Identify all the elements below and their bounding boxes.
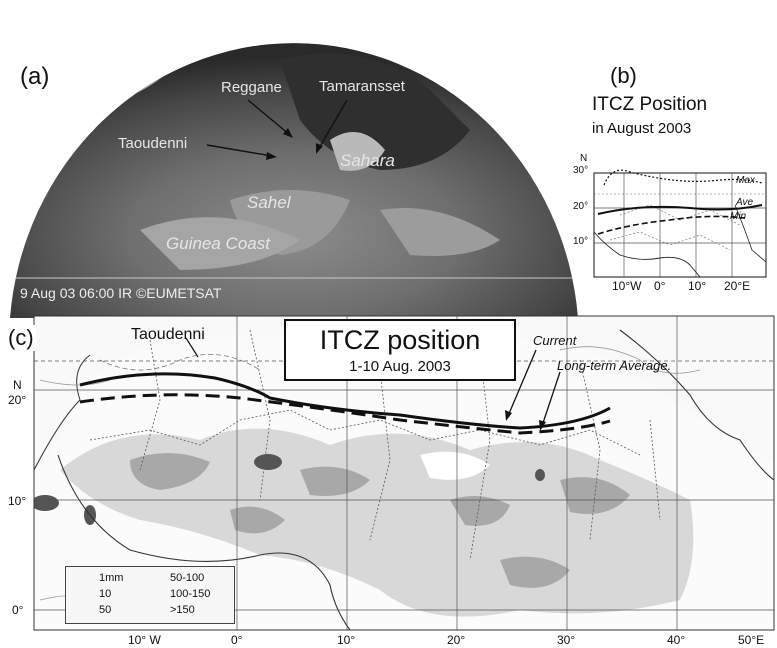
map-lat-10: 10° [8,494,27,508]
average-label: Long-term Average. [557,358,672,373]
inset-lon-20e: 20°E [724,279,751,293]
region-sahel: Sahel [247,193,291,212]
map-lon-0: 0° [231,633,243,647]
inset-lat-30: 30° [573,165,589,176]
inset-map [593,169,767,278]
region-sahara: Sahara [340,151,395,170]
place-tamaransset: Tamaransset [319,78,405,95]
satellite-caption: 9 Aug 03 06:00 IR ©EUMETSAT [20,285,222,301]
panel-b-tag: (b) [610,63,637,88]
map-lon-10w: 10° W [128,633,161,647]
map-lat-20: 20° [8,393,27,407]
map-lon-40: 40° [667,633,686,647]
map-lon-50e: 50°E [738,633,765,647]
legend-10: 10 [99,588,112,600]
panel-a-tag: (a) [20,63,50,90]
map-lon-20: 20° [447,633,466,647]
inset-lon-10w: 10°W [612,279,642,293]
place-taoudenni: Taoudenni [118,135,188,152]
inset-label-min: Min [730,211,747,222]
legend-100-150: 100-150 [170,588,211,600]
map-axis-north: N [13,378,22,392]
inset-lat-10: 10° [573,236,589,247]
legend-50-100: 50-100 [170,572,205,584]
inset-subtitle: in August 2003 [592,120,692,137]
place-reggane: Reggane [221,79,282,96]
map-subtitle: 1-10 Aug. 2003 [349,358,451,375]
map-lon-10: 10° [337,633,356,647]
place-taoudenni-map: Taoudenni [131,326,205,343]
inset-lon-0: 0° [654,279,666,293]
inset-label-ave: Ave [736,197,754,208]
legend-50: 50 [99,604,112,616]
region-guinea-coast: Guinea Coast [166,234,270,253]
inset-lat-20: 20° [573,201,589,212]
panel-c-tag: (c) [6,325,36,351]
map-lon-30: 30° [557,633,576,647]
inset-title: ITCZ Position [592,94,708,115]
legend-gt-150: >150 [170,604,195,616]
satellite-globe [10,43,578,318]
map-lat-0: 0° [12,603,24,617]
rainfall-legend: 1mm 10 50 50-100 100-150 >150 [65,566,235,624]
legend-1mm: 1mm [99,572,124,584]
map-title: ITCZ position [319,325,481,355]
map-title-box: ITCZ position 1-10 Aug. 2003 [284,319,516,381]
inset-label-max: Max [736,175,755,186]
inset-axis-north: N [580,153,588,164]
current-label: Current [533,333,577,348]
inset-lon-10: 10° [688,279,707,293]
